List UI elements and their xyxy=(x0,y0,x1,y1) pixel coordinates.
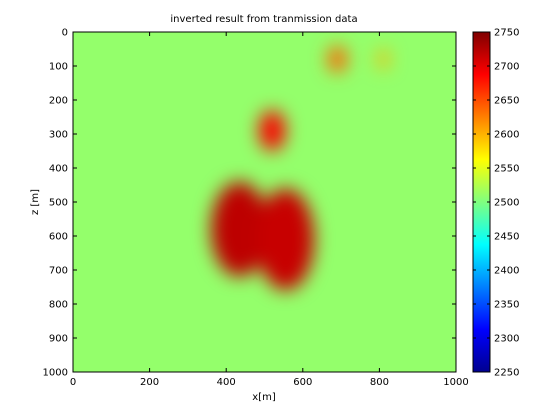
heatmap-feature-1 xyxy=(256,188,315,291)
x-tick-label: 1000 xyxy=(443,377,468,388)
plot-area xyxy=(73,32,456,372)
y-tick-label: 100 xyxy=(49,62,68,73)
colorbar-tick-label: 2600 xyxy=(494,130,519,141)
y-tick-label: 600 xyxy=(49,232,68,243)
colorbar-tick-label: 2300 xyxy=(494,334,519,345)
y-tick-label: 300 xyxy=(49,130,68,141)
y-tick-label: 800 xyxy=(49,300,68,311)
heatmap-feature-4 xyxy=(377,49,389,70)
colorbar-tick-label: 2400 xyxy=(494,266,519,277)
y-tick-label: 1000 xyxy=(43,368,68,379)
colorbar-tick-label: 2500 xyxy=(494,198,519,209)
colorbar-tick-label: 2750 xyxy=(494,28,519,39)
x-tick-label: 0 xyxy=(70,377,76,388)
chart-title: inverted result from tranmission data xyxy=(170,14,357,25)
colorbar-tick-label: 2450 xyxy=(494,232,519,243)
y-axis-title: z [m] xyxy=(30,189,41,215)
colorbar-tick-label: 2700 xyxy=(494,62,519,73)
colorbar-ticks: 2250 2300 2350 2400 2450 2500 2550 2600 2650 2700… xyxy=(473,28,519,379)
heatmap-feature-2 xyxy=(258,110,286,151)
y-tick-label: 900 xyxy=(49,334,68,345)
colorbar-tick-label: 2350 xyxy=(494,300,519,311)
colorbar-tick-label: 2650 xyxy=(494,96,519,107)
x-axis-title: x[m] xyxy=(252,392,276,403)
x-tick-label: 200 xyxy=(140,377,159,388)
y-tick-label: 500 xyxy=(49,198,68,209)
heatmap-feature-0 xyxy=(210,181,269,277)
y-tick-label: 400 xyxy=(49,164,68,175)
x-tick-label: 800 xyxy=(370,377,389,388)
colorbar-tick-label: 2550 xyxy=(494,164,519,175)
y-tick-label: 200 xyxy=(49,96,68,107)
x-tick-label: 400 xyxy=(217,377,236,388)
heatmap-feature-3 xyxy=(327,45,347,73)
y-axis-ticks: 0 100 200 300 400 500 600 700 800 900 1000 xyxy=(43,28,456,379)
y-tick-label: 0 xyxy=(62,28,68,39)
y-tick-label: 700 xyxy=(49,266,68,277)
x-axis-ticks: 0 200 400 600 800 1000 xyxy=(70,32,469,388)
heatmap-background xyxy=(73,32,456,372)
x-tick-label: 600 xyxy=(293,377,312,388)
colorbar-tick-label: 2250 xyxy=(494,368,519,379)
heatmap-features xyxy=(210,45,389,291)
